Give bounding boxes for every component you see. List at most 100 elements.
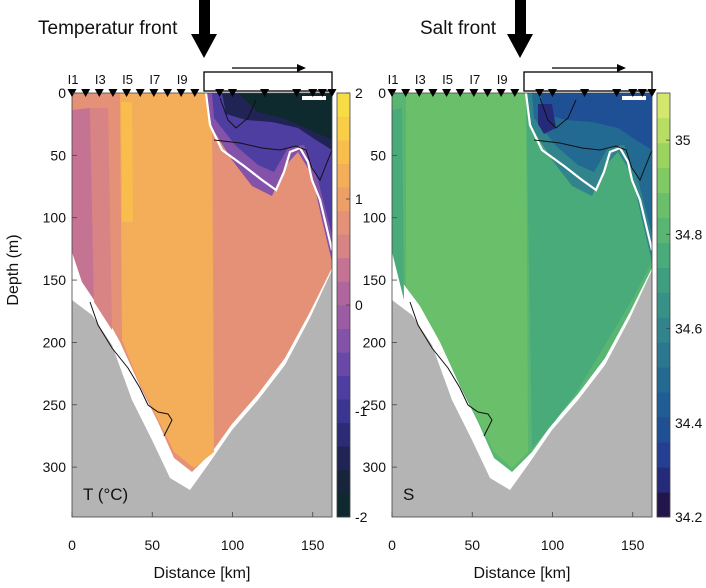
y-axis-label-temperature: Depth (m) [5,234,22,305]
station-label: I9 [497,72,508,87]
scale-bar-salinity [622,96,646,100]
shelf-water-salinity [392,108,404,300]
station-marker [455,89,465,97]
station-labels-salinity: I1 I3 I5 I7 I9 [388,72,508,87]
shelf-water-temperature [72,108,94,300]
colorbar-segment [337,422,350,447]
station-labels-temperature: I1 I3 I5 I7 I9 [68,72,188,87]
colorbar-segment [337,93,350,117]
title-salinity: Salt front [420,18,497,39]
station-label: I7 [149,72,160,87]
y-tick-label: 300 [43,459,67,475]
y-tick-label: 100 [363,210,387,226]
station-marker [580,89,590,97]
station-marker [647,89,657,97]
panel-label-temperature: T (°C) [83,485,128,504]
y-tick-label: 250 [43,397,67,413]
station-marker [327,89,337,97]
y-tick-label: 0 [58,85,66,101]
x-tick-label: 50 [464,537,480,553]
station-marker [510,89,520,97]
plot-frame-salinity [391,92,653,518]
colorbar-segment [337,163,350,188]
colorbar-segment [337,446,350,471]
isotherm-contour-b-temperature [219,97,257,129]
station-marker [469,89,479,97]
station-marker [135,89,145,97]
station-label: I5 [122,72,133,87]
y-axis-salinity: 0 50 100 150 200 250 300 [363,85,397,475]
x-tick-label: 100 [221,537,245,553]
fresh-core-salinity [540,93,652,150]
station-label: I9 [177,72,188,87]
station-label: I7 [469,72,480,87]
panel-temperature: Temperatur front [5,0,368,582]
station-marker [227,89,237,97]
colorbar-temperature: -2 -1 0 1 2 [336,85,368,525]
front-contour-temperature [204,93,332,251]
x-axis-salinity: 0 50 100 150 [388,512,645,553]
station-marker [122,89,132,97]
station-marker [81,89,91,97]
colorbar-tick-label: 34.2 [675,509,702,525]
colorbar-segment [657,142,670,169]
section-box-salinity [523,71,653,92]
colorbar-segment [337,399,350,424]
x-axis-temperature: 0 50 100 150 [68,512,325,553]
section-box-temperature [203,71,333,92]
isohaline-contour-b-salinity [539,97,577,129]
colorbar-segment [337,375,350,400]
y-tick-label: 200 [43,334,67,350]
colorbar-segment [337,187,350,212]
seafloor-salinity [392,270,652,517]
colorbar-segment [657,292,670,318]
colorbar-segment [657,117,670,144]
colorbar-tick-label: 1 [355,191,363,207]
colorbar-segment [657,217,670,243]
x-axis-label-temperature: Distance [km] [154,565,251,582]
station-marker [162,89,172,97]
station-marker [260,89,270,97]
direction-arrowhead-temperature [297,64,306,72]
colorbar-segment [657,267,670,293]
seafloor-temperature [72,270,332,517]
station-marker [496,89,506,97]
colorbar-segment [337,469,350,494]
title-temperature: Temperatur front [38,18,178,39]
station-marker [482,89,492,97]
x-tick-label: 150 [621,537,645,553]
station-label: I1 [68,72,79,87]
y-axis-temperature: 0 50 100 150 200 250 300 [43,85,77,475]
colorbar-segment [337,281,350,306]
core-salinity [406,93,528,468]
colorbar-segment [657,367,670,393]
station-marker [628,89,638,97]
station-marker [428,89,438,97]
colorbar-segment [657,342,670,368]
front-arrow-temperature [191,0,217,58]
colorbar-segment [337,140,350,164]
warm-core-temperature [120,93,214,468]
colorbar-segment [337,116,350,141]
colorbar-segment [657,93,670,119]
station-markers-salinity [387,89,657,97]
warm-column-temperature [121,102,133,222]
station-markers-temperature [67,89,337,97]
station-marker [292,89,302,97]
station-label: I5 [442,72,453,87]
x-tick-label: 100 [541,537,565,553]
colorbar-tick-label: 2 [355,85,363,101]
colorbar-salinity: 34.2 34.4 34.6 34.8 35 [656,92,702,525]
panel-label-salinity: S [403,485,414,504]
station-marker [637,89,647,97]
direction-arrowhead-salinity [617,64,626,72]
station-marker [442,89,452,97]
y-tick-label: 50 [50,147,66,163]
front-arrow-salinity [507,0,533,58]
x-tick-label: 50 [144,537,160,553]
y-tick-label: 300 [363,459,387,475]
isohaline-contour-a-salinity [533,139,652,182]
station-marker [547,89,557,97]
